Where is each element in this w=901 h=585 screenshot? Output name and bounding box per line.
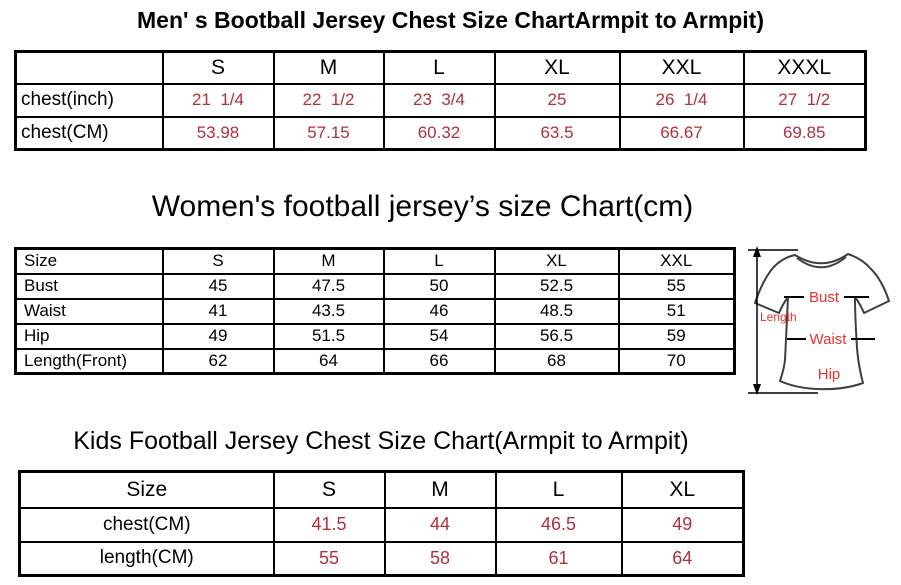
table-row: Waist 41 43.5 46 48.5 51 [14,297,736,325]
column-header: XL [493,247,620,275]
size-value-cell: 51.5 [272,322,385,350]
size-value-cell: 21 1/4 [161,82,275,118]
column-header: S [161,247,275,275]
column-header: XXXL [742,50,867,85]
size-value-cell: 51 [617,297,736,325]
size-value-cell: 49 [620,506,745,543]
size-value-cell: 55 [617,272,736,300]
column-header: XL [493,50,621,85]
mens-size-table: S M L XL XXL XXXL chest(inch) 21 1/4 22 1/2 23 3/… [14,50,867,151]
column-header: M [272,247,385,275]
table-row: Hip 49 51.5 54 56.5 59 [14,322,736,350]
size-value-cell: 69.85 [742,115,867,151]
column-header [14,50,164,85]
size-value-cell: 56.5 [493,322,620,350]
size-value-cell: 23 3/4 [382,82,496,118]
length-arrowhead-bottom [753,384,761,395]
tshirt-collar-band [796,256,847,269]
table-row: length(CM) 55 58 61 64 [18,540,745,577]
column-header: L [494,470,623,509]
size-value-cell: 48.5 [493,297,620,325]
size-value-cell: 61 [494,540,623,577]
size-value-cell: 57.15 [272,115,385,151]
size-value-cell: 60.32 [382,115,496,151]
size-value-cell: 26 1/4 [618,82,745,118]
size-value-cell: 58 [383,540,497,577]
size-value-cell: 25 [493,82,621,118]
size-value-cell: 44 [383,506,497,543]
row-label: chest(CM) [14,115,164,151]
womens-size-table: Size S M L XL XXL Bust 45 47.5 50 52.5 55 Waist 41 43.… [14,247,736,375]
tshirt-measurement-diagram: Length Bust Waist Hip [748,246,890,395]
table-row: chest(CM) 41.5 44 46.5 49 [18,506,745,543]
size-value-cell: 49 [161,322,275,350]
size-value-cell: 66 [382,347,496,375]
size-value-cell: 46.5 [494,506,623,543]
column-header: XL [620,470,745,509]
bust-label: Bust [809,289,840,306]
size-value-cell: 64 [272,347,385,375]
row-label: Bust [14,272,164,300]
row-label: length(CM) [18,540,275,577]
size-value-cell: 68 [493,347,620,375]
size-value-cell: 55 [272,540,386,577]
row-label: Hip [14,322,164,350]
size-value-cell: 64 [620,540,745,577]
size-value-cell: 52.5 [493,272,620,300]
table-row: chest(CM) 53.98 57.15 60.32 63.5 66.67 69.85 [14,115,867,151]
size-value-cell: 53.98 [161,115,275,151]
waist-label: Waist [810,331,848,348]
size-value-cell: 54 [382,322,496,350]
column-header: XXL [617,247,736,275]
size-value-cell: 47.5 [272,272,385,300]
size-value-cell: 70 [617,347,736,375]
size-value-cell: 59 [617,322,736,350]
column-header: M [383,470,497,509]
table-row: Length(Front) 62 64 66 68 70 [14,347,736,375]
kids-size-table: Size S M L XL chest(CM) 41.5 44 46.5 49 length(CM)… [18,470,745,577]
size-value-cell: 22 1/2 [272,82,385,118]
size-value-cell: 46 [382,297,496,325]
size-value-cell: 50 [382,272,496,300]
column-header: L [382,247,496,275]
size-value-cell: 63.5 [493,115,621,151]
header-row: Size S M L XL [18,470,745,509]
column-header: Size [14,247,164,275]
column-header: XXL [618,50,745,85]
kids-chart-title: Kids Football Jersey Chest Size Chart(Ar… [73,427,689,455]
row-label: chest(CM) [18,506,275,543]
length-arrowhead-top [753,246,761,257]
header-row: Size S M L XL XXL [14,247,736,275]
womens-chart-title: Women's football jersey’s size Chart(cm) [151,190,694,223]
size-value-cell: 41 [161,297,275,325]
column-header: M [272,50,385,85]
mens-chart-title: Men' s Bootball Jersey Chest Size ChartA… [137,7,764,33]
row-label: Length(Front) [14,347,164,375]
size-value-cell: 27 1/2 [742,82,867,118]
size-value-cell: 62 [161,347,275,375]
column-header: L [382,50,496,85]
size-value-cell: 41.5 [272,506,386,543]
table-row: Bust 45 47.5 50 52.5 55 [14,272,736,300]
row-label: chest(inch) [14,82,164,118]
row-label: Waist [14,297,164,325]
tshirt-outline-shape [754,253,890,391]
column-header: S [161,50,275,85]
size-value-cell: 66.67 [618,115,745,151]
size-value-cell: 43.5 [272,297,385,325]
hip-label: Hip [818,366,841,383]
column-header: S [272,470,386,509]
size-value-cell: 45 [161,272,275,300]
table-row: chest(inch) 21 1/4 22 1/2 23 3/4 25 26 1/4 27 … [14,82,867,118]
length-label: Length [760,310,797,324]
header-row: S M L XL XXL XXXL [14,50,867,85]
column-header: Size [18,470,275,509]
